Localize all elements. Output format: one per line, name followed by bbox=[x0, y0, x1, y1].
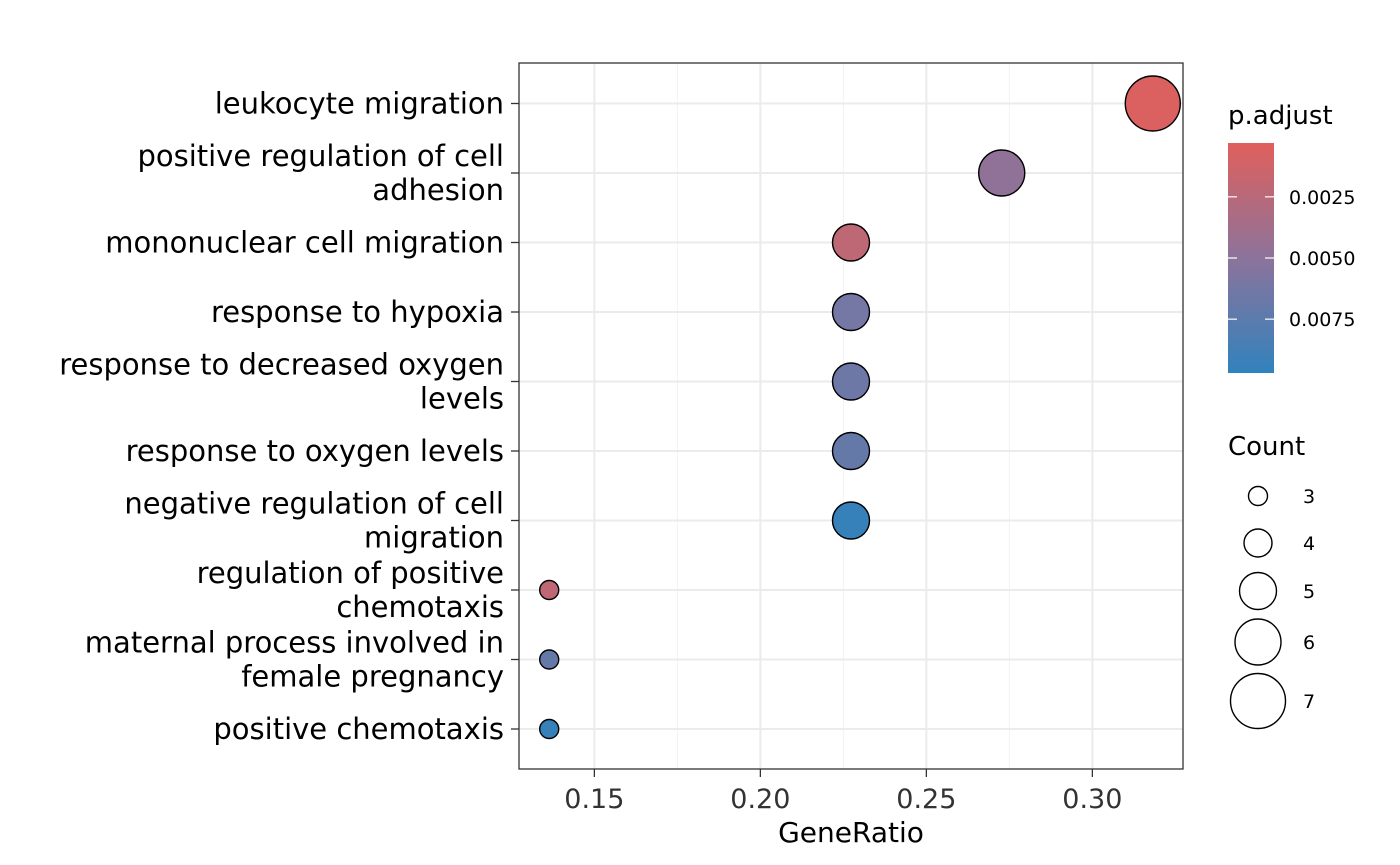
size-legend-label: 3 bbox=[1303, 486, 1315, 508]
plot-border bbox=[518, 62, 1184, 770]
y-tick-label: female pregnancy bbox=[241, 660, 504, 694]
color-legend-label: 0.0075 bbox=[1289, 309, 1355, 331]
y-tick-label: response to decreased oxygen bbox=[59, 348, 504, 382]
x-axis: 0.15 0.20 0.25 0.30 bbox=[564, 769, 1122, 815]
size-legend-key bbox=[1247, 485, 1269, 507]
data-point bbox=[831, 223, 871, 262]
color-legend-title: p.adjust bbox=[1228, 101, 1333, 131]
data-point bbox=[831, 362, 871, 401]
color-legend-label: 0.0050 bbox=[1289, 248, 1355, 270]
y-axis: leukocyte migration positive regulation o… bbox=[59, 87, 519, 746]
color-legend-label: 0.0025 bbox=[1289, 187, 1355, 209]
y-tick-label: migration bbox=[364, 521, 504, 555]
x-tick-label: 0.15 bbox=[564, 784, 624, 815]
x-tick-label: 0.20 bbox=[730, 784, 790, 815]
x-tick-label: 0.30 bbox=[1062, 784, 1122, 815]
y-tick-label: leukocyte migration bbox=[215, 87, 504, 121]
size-legend-items: 3 4 5 6 7 bbox=[1229, 485, 1315, 730]
data-point bbox=[831, 431, 871, 471]
plot-background bbox=[519, 63, 1183, 769]
size-legend-label: 7 bbox=[1303, 691, 1315, 713]
size-legend-key bbox=[1238, 571, 1278, 611]
y-tick-label: maternal process involved in bbox=[85, 626, 504, 660]
color-legend: p.adjust 0.0025 0.0050 0.0075 bbox=[1228, 101, 1355, 373]
y-tick-label: levels bbox=[420, 382, 504, 416]
x-tick-label: 0.25 bbox=[896, 784, 956, 815]
size-legend-label: 4 bbox=[1303, 533, 1315, 555]
size-legend: Count 3 4 5 6 7 bbox=[1228, 432, 1315, 730]
y-tick-label: positive chemotaxis bbox=[213, 712, 504, 746]
y-tick-label: response to oxygen levels bbox=[126, 434, 504, 468]
size-legend-label: 6 bbox=[1303, 632, 1315, 654]
data-point bbox=[831, 292, 871, 332]
y-tick-label: adhesion bbox=[372, 173, 504, 207]
size-legend-key bbox=[1234, 618, 1282, 666]
size-legend-title: Count bbox=[1228, 432, 1305, 462]
data-point bbox=[978, 149, 1026, 197]
size-legend-label: 5 bbox=[1303, 581, 1315, 603]
data-point bbox=[539, 649, 560, 670]
y-tick-label: negative regulation of cell bbox=[124, 487, 504, 521]
y-tick-label: regulation of positive bbox=[197, 556, 504, 590]
y-tick-label: positive regulation of cell bbox=[137, 139, 504, 173]
y-tick-label: chemotaxis bbox=[336, 590, 504, 624]
data-point bbox=[1124, 75, 1181, 132]
data-point bbox=[539, 579, 560, 601]
y-tick-label: response to hypoxia bbox=[211, 295, 504, 329]
data-point bbox=[539, 718, 560, 740]
y-tick-label: mononuclear cell migration bbox=[105, 226, 504, 260]
x-axis-title: GeneRatio bbox=[778, 816, 924, 849]
color-legend-ticks: 0.0025 0.0050 0.0075 bbox=[1228, 187, 1355, 331]
size-legend-key bbox=[1243, 528, 1273, 558]
size-legend-key bbox=[1229, 672, 1287, 730]
data-point bbox=[831, 501, 871, 540]
data-points bbox=[539, 75, 1181, 740]
